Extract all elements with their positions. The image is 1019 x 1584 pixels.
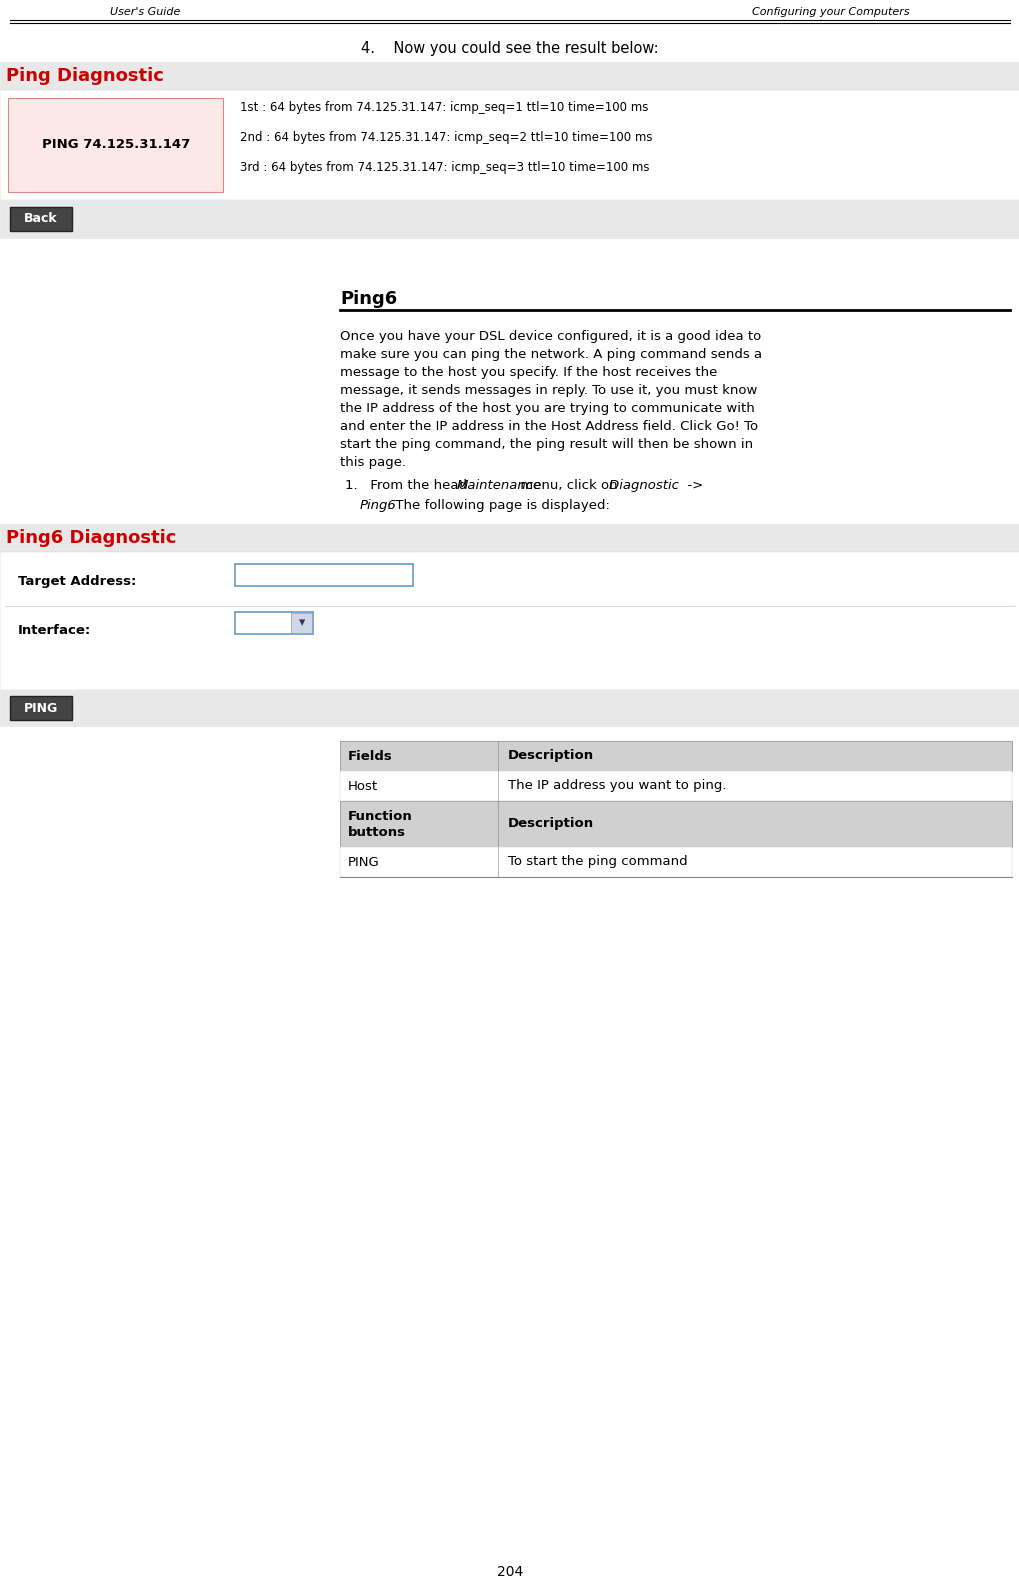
- Text: Function: Function: [347, 811, 413, 824]
- Bar: [339, 741, 1011, 771]
- Bar: [10, 208, 72, 231]
- Bar: [339, 847, 1011, 878]
- Bar: [339, 771, 1011, 802]
- Text: The IP address you want to ping.: The IP address you want to ping.: [507, 779, 726, 792]
- Text: Description: Description: [507, 749, 593, 762]
- Bar: [0, 90, 1019, 200]
- Text: the IP address of the host you are trying to communicate with: the IP address of the host you are tryin…: [339, 402, 754, 415]
- Text: Ping6: Ping6: [339, 290, 396, 307]
- Text: Description: Description: [507, 817, 593, 830]
- Bar: [234, 611, 313, 634]
- Text: Ping6: Ping6: [360, 499, 396, 512]
- Text: Once you have your DSL device configured, it is a good idea to: Once you have your DSL device configured…: [339, 329, 760, 344]
- Text: Interface:: Interface:: [18, 624, 91, 637]
- Text: this page.: this page.: [339, 456, 406, 469]
- Bar: [0, 691, 1019, 725]
- Text: Ping6 Diagnostic: Ping6 Diagnostic: [6, 529, 176, 546]
- Text: 1.   From the head: 1. From the head: [344, 478, 471, 493]
- Text: message, it sends messages in reply. To use it, you must know: message, it sends messages in reply. To …: [339, 383, 757, 398]
- Text: ▾: ▾: [299, 616, 305, 629]
- Text: Ping Diagnostic: Ping Diagnostic: [6, 67, 164, 86]
- Bar: [0, 62, 1019, 90]
- Text: Maintenance: Maintenance: [455, 478, 541, 493]
- Text: 204: 204: [496, 1565, 523, 1579]
- Text: 2nd : 64 bytes from 74.125.31.147: icmp_seq=2 ttl=10 time=100 ms: 2nd : 64 bytes from 74.125.31.147: icmp_…: [239, 131, 652, 144]
- Bar: [10, 695, 72, 721]
- Text: Target Address:: Target Address:: [18, 575, 137, 589]
- Text: Host: Host: [347, 779, 378, 792]
- Bar: [0, 200, 1019, 238]
- Text: User's Guide: User's Guide: [110, 6, 180, 17]
- Text: To start the ping command: To start the ping command: [507, 855, 687, 868]
- Bar: [0, 524, 1019, 551]
- Text: menu, click on: menu, click on: [515, 478, 621, 493]
- Text: make sure you can ping the network. A ping command sends a: make sure you can ping the network. A pi…: [339, 348, 761, 361]
- Text: start the ping command, the ping result will then be shown in: start the ping command, the ping result …: [339, 439, 752, 451]
- Text: 4.    Now you could see the result below:: 4. Now you could see the result below:: [361, 41, 658, 55]
- Text: . The following page is displayed:: . The following page is displayed:: [386, 499, 609, 512]
- Text: 1st : 64 bytes from 74.125.31.147: icmp_seq=1 ttl=10 time=100 ms: 1st : 64 bytes from 74.125.31.147: icmp_…: [239, 101, 648, 114]
- Text: and enter the IP address in the Host Address field. Click Go! To: and enter the IP address in the Host Add…: [339, 420, 757, 432]
- Text: PING: PING: [347, 855, 379, 868]
- Text: 3rd : 64 bytes from 74.125.31.147: icmp_seq=3 ttl=10 time=100 ms: 3rd : 64 bytes from 74.125.31.147: icmp_…: [239, 162, 649, 174]
- Text: message to the host you specify. If the host receives the: message to the host you specify. If the …: [339, 366, 716, 379]
- Text: Back: Back: [24, 212, 58, 225]
- Bar: [0, 551, 1019, 691]
- Text: PING: PING: [23, 702, 58, 714]
- Bar: [339, 802, 1011, 847]
- Text: Fields: Fields: [347, 749, 392, 762]
- Bar: [290, 613, 312, 634]
- Text: Diagnostic  ->: Diagnostic ->: [608, 478, 703, 493]
- Text: buttons: buttons: [347, 827, 406, 840]
- Bar: [8, 98, 223, 192]
- Text: PING 74.125.31.147: PING 74.125.31.147: [42, 138, 190, 152]
- Text: Configuring your Computers: Configuring your Computers: [752, 6, 909, 17]
- Bar: [234, 564, 413, 586]
